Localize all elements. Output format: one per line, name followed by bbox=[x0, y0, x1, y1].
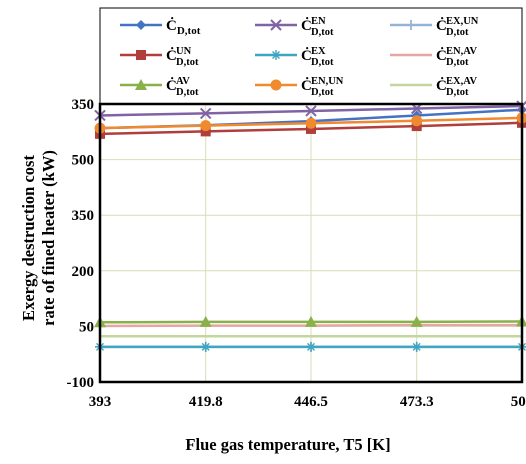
grid bbox=[100, 104, 522, 382]
tick-labels: 393 419.8 446.5 473.3 500 350 500 350 200 50 -100 bbox=[67, 97, 526, 410]
legend-marker bbox=[271, 80, 282, 91]
x-tick-label: 446.5 bbox=[294, 394, 328, 410]
y-tick-label: 350 bbox=[72, 97, 95, 113]
x-tick-label: 419.8 bbox=[189, 394, 223, 410]
data-point bbox=[412, 342, 422, 352]
series-layer bbox=[94, 101, 526, 352]
series-5 bbox=[95, 342, 526, 352]
legend-marker bbox=[271, 50, 281, 60]
data-point bbox=[200, 120, 211, 131]
data-point bbox=[201, 342, 211, 352]
legend-marker bbox=[136, 50, 146, 60]
x-axis-label: Flue gas temperature, T5 [K] bbox=[185, 435, 390, 454]
y-tick-label: 50 bbox=[79, 319, 94, 335]
y-tick-label: 200 bbox=[72, 264, 95, 280]
x-tick-label: 473.3 bbox=[400, 394, 434, 410]
data-point bbox=[306, 342, 316, 352]
y-axis-label: Exergy destruction cost rate of fined he… bbox=[19, 150, 58, 326]
y-tick-label: -100 bbox=[67, 375, 95, 391]
data-point bbox=[411, 115, 422, 126]
x-tick-label: 393 bbox=[89, 394, 112, 410]
y-axis-label-line-2: rate of fined heater (kW) bbox=[39, 150, 58, 326]
y-tick-label: 500 bbox=[72, 153, 95, 169]
data-point bbox=[306, 118, 317, 129]
y-axis-label-line-1: Exergy destruction cost bbox=[19, 155, 38, 321]
x-tick-label: 500 bbox=[511, 394, 526, 410]
y-tick-label: 350 bbox=[72, 208, 95, 224]
